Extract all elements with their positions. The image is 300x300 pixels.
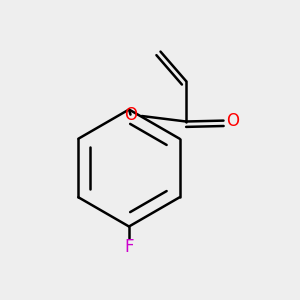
Text: O: O [124, 106, 137, 124]
Text: O: O [226, 112, 240, 130]
Text: F: F [124, 238, 134, 256]
